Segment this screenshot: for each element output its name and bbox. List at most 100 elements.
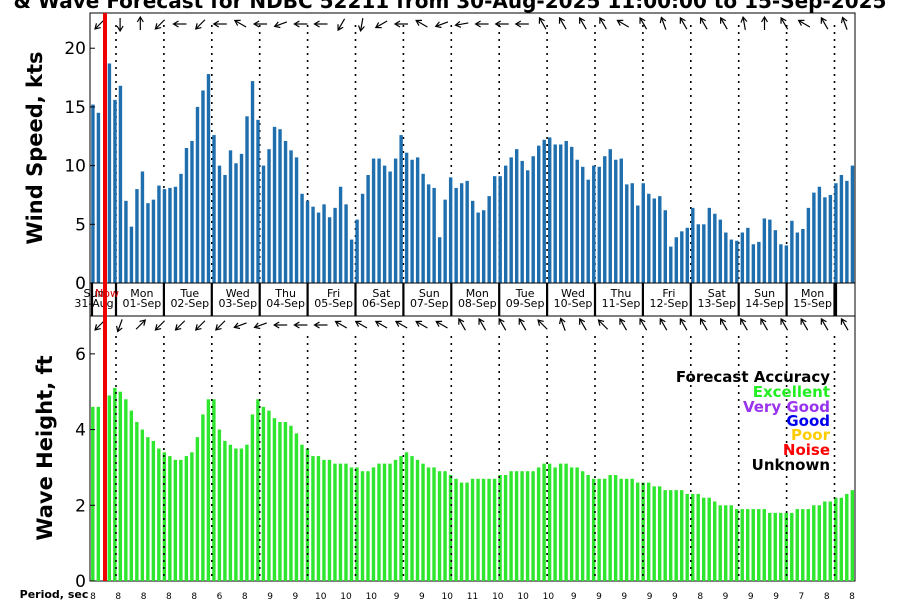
- direction-arrow: [619, 317, 628, 331]
- wave-bar: [492, 478, 497, 581]
- day-date-label: 13-Sep: [697, 297, 736, 310]
- wind-bar: [658, 196, 662, 283]
- wave-bar: [790, 512, 794, 581]
- wind-bar: [421, 173, 425, 283]
- wave-bar: [465, 482, 469, 581]
- day-name-label: Sat: [372, 287, 391, 300]
- wind-bar: [443, 199, 447, 283]
- wind-y-tick-15: 15: [64, 98, 86, 118]
- wind-bar: [503, 165, 508, 283]
- legend-noise: Noise: [783, 441, 830, 459]
- wind-bar: [481, 210, 486, 283]
- wind-bar: [674, 237, 678, 283]
- wind-bar: [366, 175, 370, 283]
- wave-bar: [146, 437, 150, 581]
- period-value: 9: [647, 592, 653, 600]
- day-date-label: 06-Sep: [362, 297, 401, 310]
- wave-bar: [668, 490, 673, 581]
- day-date-label: 05-Sep: [314, 297, 353, 310]
- wave-bar: [542, 463, 546, 581]
- wind-bar: [619, 158, 623, 283]
- direction-arrow: [337, 18, 346, 32]
- direction-arrow: [797, 19, 811, 28]
- wave-bar: [184, 456, 189, 581]
- period-value: 10: [441, 592, 453, 600]
- wind-bar: [256, 119, 260, 283]
- direction-arrow: [639, 16, 648, 30]
- wave-bar: [327, 459, 332, 581]
- wind-bar: [327, 217, 332, 283]
- wind-bar: [762, 218, 767, 283]
- period-value: 8: [141, 592, 147, 600]
- wave-bar: [679, 490, 684, 581]
- wave-day-gridlines: [115, 336, 836, 581]
- day-date-label: 09-Sep: [506, 297, 545, 310]
- wind-bar: [625, 184, 629, 283]
- wave-bar: [564, 463, 568, 581]
- wave-bar: [657, 486, 662, 581]
- wave-bar: [834, 497, 838, 581]
- wind-panel: 0 5 10 15 20 Wind Speed, kts: [23, 12, 856, 294]
- direction-arrow: [273, 321, 288, 329]
- wind-bar: [261, 165, 266, 283]
- day-date-label: 02-Sep: [170, 297, 209, 310]
- direction-arrow: [616, 19, 629, 28]
- wave-bar: [751, 509, 755, 581]
- direction-arrow: [374, 320, 388, 329]
- wind-bar: [603, 156, 607, 283]
- period-value: 9: [621, 592, 627, 600]
- day-strip: [89, 282, 856, 317]
- day-name-label: Wed: [561, 287, 585, 300]
- wave-bar: [713, 501, 717, 581]
- wind-bar: [680, 231, 684, 283]
- wave-bar: [393, 459, 398, 581]
- wave-bar: [553, 467, 557, 581]
- direction-arrow: [597, 319, 609, 330]
- wind-bar: [801, 229, 805, 283]
- wind-bar: [195, 106, 200, 283]
- direction-arrow: [233, 19, 247, 28]
- wind-bar: [399, 135, 403, 283]
- wind-bar: [245, 116, 249, 283]
- wave-bar: [823, 501, 827, 581]
- wave-bar: [162, 452, 167, 581]
- wave-bar: [608, 475, 612, 581]
- wind-bar: [724, 232, 728, 283]
- wind-bar: [344, 204, 348, 283]
- wave-bar: [388, 463, 392, 581]
- wave-bar: [366, 471, 370, 581]
- wave-bar: [652, 486, 656, 581]
- direction-arrow: [454, 20, 469, 28]
- direction-arrow: [559, 317, 566, 331]
- period-value: 8: [824, 592, 830, 600]
- wind-bar: [322, 204, 326, 283]
- wave-bar: [690, 493, 695, 581]
- period-value: 10: [517, 592, 529, 600]
- day-date-label: 01-Sep: [123, 297, 162, 310]
- wind-bar: [470, 200, 475, 283]
- wave-bar: [316, 456, 321, 581]
- legend-poor: Poor: [791, 426, 831, 444]
- wave-bar: [520, 471, 524, 581]
- wave-bar: [459, 482, 464, 581]
- direction-arrow: [273, 21, 288, 29]
- wind-bar: [371, 158, 376, 283]
- wind-bar: [570, 146, 574, 283]
- wave-bar: [602, 478, 607, 581]
- direction-arrow: [394, 320, 408, 329]
- period-value: 10: [492, 592, 504, 600]
- direction-arrow: [800, 317, 809, 331]
- wind-bar: [592, 165, 596, 283]
- wind-bar: [129, 226, 134, 283]
- period-value: 9: [596, 592, 602, 600]
- period-value: 8: [242, 592, 248, 600]
- wave-bar: [239, 448, 244, 581]
- wave-bar: [157, 448, 161, 581]
- wind-bar: [614, 159, 618, 283]
- period-value: 9: [773, 592, 779, 600]
- wave-bar: [245, 444, 249, 581]
- wave-bar: [580, 471, 585, 581]
- wind-bar: [751, 244, 756, 283]
- direction-arrow: [194, 19, 206, 30]
- wave-bar: [674, 490, 678, 581]
